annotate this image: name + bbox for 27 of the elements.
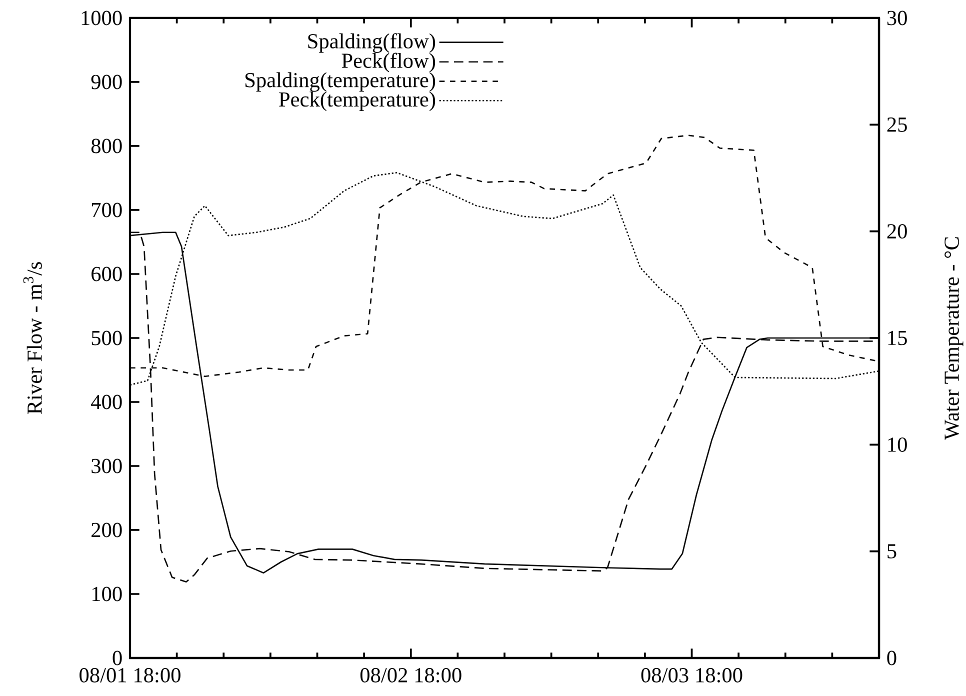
legend-label: Peck(temperature) (279, 92, 436, 111)
y-tick-label: 600 (92, 266, 122, 282)
x-tick-label: 08/01 18:00 (80, 668, 180, 683)
legend-label: Spalding(flow) (308, 33, 436, 53)
y-tick-label: 700 (92, 202, 122, 218)
y-tick-label: 500 (92, 330, 122, 346)
y-tick-label: 300 (92, 458, 122, 474)
y-tick-label: 800 (91, 138, 122, 154)
legend-label: Peck(flow) (342, 52, 436, 72)
y2-tick-label: 20 (887, 224, 907, 239)
y2-tick-label: 0 (887, 650, 896, 666)
y-tick-label: 200 (92, 522, 122, 538)
x-tick-label: 08/02 18:00 (360, 668, 462, 683)
y-axis-title: River Flow - m$^{3}$/s (23, 262, 42, 414)
y2-tick-label: 10 (888, 437, 907, 452)
y-tick-label: 400 (91, 394, 122, 410)
x-tick-label: 08/03 18:00 (641, 668, 742, 683)
legend-label: Spalding(temperature) (245, 72, 436, 92)
y2-tick-label: 15 (888, 330, 907, 346)
y2-tick-label: 30 (887, 10, 907, 26)
y2-axis-title: Water Temperature - °C (944, 237, 964, 440)
y-tick-label: 1000 (82, 10, 122, 26)
y-tick-label: 100 (92, 586, 122, 602)
y-tick-label: 0 (112, 650, 122, 666)
y2-tick-label: 5 (888, 544, 896, 558)
y2-tick-label: 25 (887, 118, 907, 132)
y-tick-label: 900 (91, 74, 122, 90)
